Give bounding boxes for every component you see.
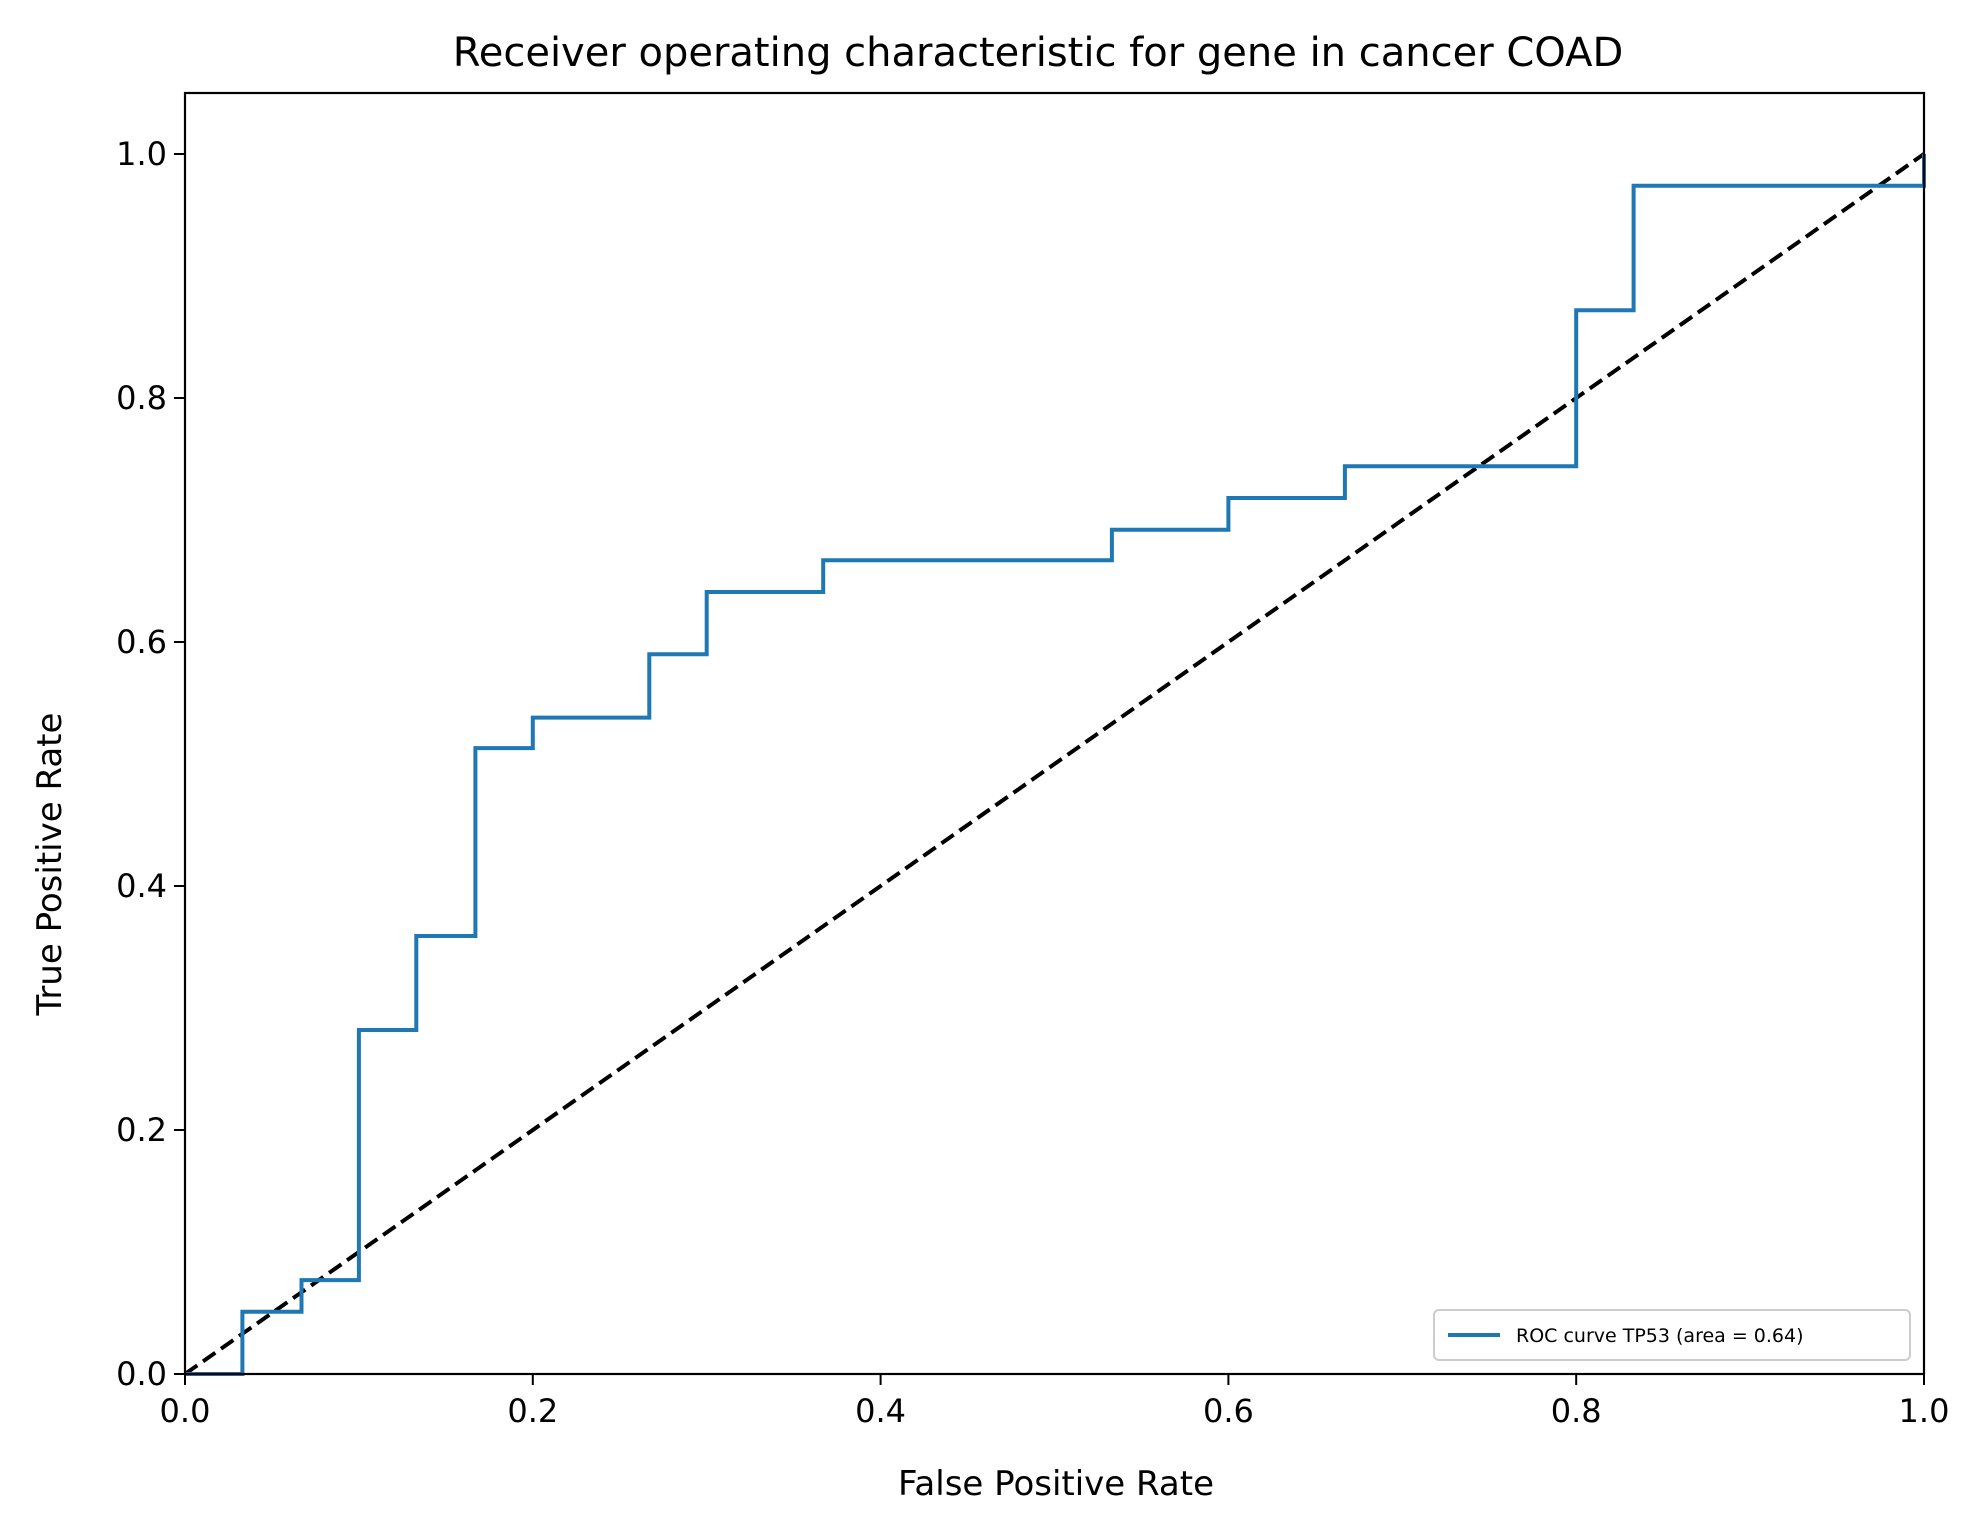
x-axis-ticks: 0.0 0.2 0.4 0.6 0.8 1.0 bbox=[160, 1374, 1950, 1430]
x-tick-label: 0.8 bbox=[1551, 1392, 1602, 1430]
x-tick-label: 0.2 bbox=[507, 1392, 558, 1430]
legend-box bbox=[1433, 1309, 1911, 1361]
x-tick-label: 0.0 bbox=[160, 1392, 211, 1430]
y-tick-label: 0.4 bbox=[116, 867, 167, 905]
y-tick-label: 0.2 bbox=[116, 1111, 167, 1149]
x-tick-label: 0.6 bbox=[1203, 1392, 1254, 1430]
plot-area bbox=[183, 152, 1926, 1376]
y-tick-label: 0.6 bbox=[116, 623, 167, 661]
y-axis-ticks: 0.0 0.2 0.4 0.6 0.8 1.0 bbox=[116, 135, 185, 1393]
legend: ROC curve TP53 (area = 0.64) bbox=[1433, 1309, 1911, 1361]
x-tick-label: 0.4 bbox=[855, 1392, 906, 1430]
y-tick-label: 1.0 bbox=[116, 135, 167, 173]
reference-diagonal-line bbox=[183, 152, 1926, 1376]
y-axis-label: True Positive Rate bbox=[30, 713, 70, 1017]
legend-label-roc: ROC curve TP53 (area = 0.64) bbox=[1516, 1325, 1804, 1347]
chart-title: Receiver operating characteristic for ge… bbox=[453, 30, 1624, 76]
axes-frame bbox=[183, 91, 1926, 1376]
x-tick-label: 1.0 bbox=[1899, 1392, 1950, 1430]
x-axis-label: False Positive Rate bbox=[898, 1464, 1214, 1504]
y-tick-label: 0.8 bbox=[116, 379, 167, 417]
y-tick-label: 0.0 bbox=[116, 1355, 167, 1393]
roc-curve-line bbox=[185, 154, 1926, 1376]
